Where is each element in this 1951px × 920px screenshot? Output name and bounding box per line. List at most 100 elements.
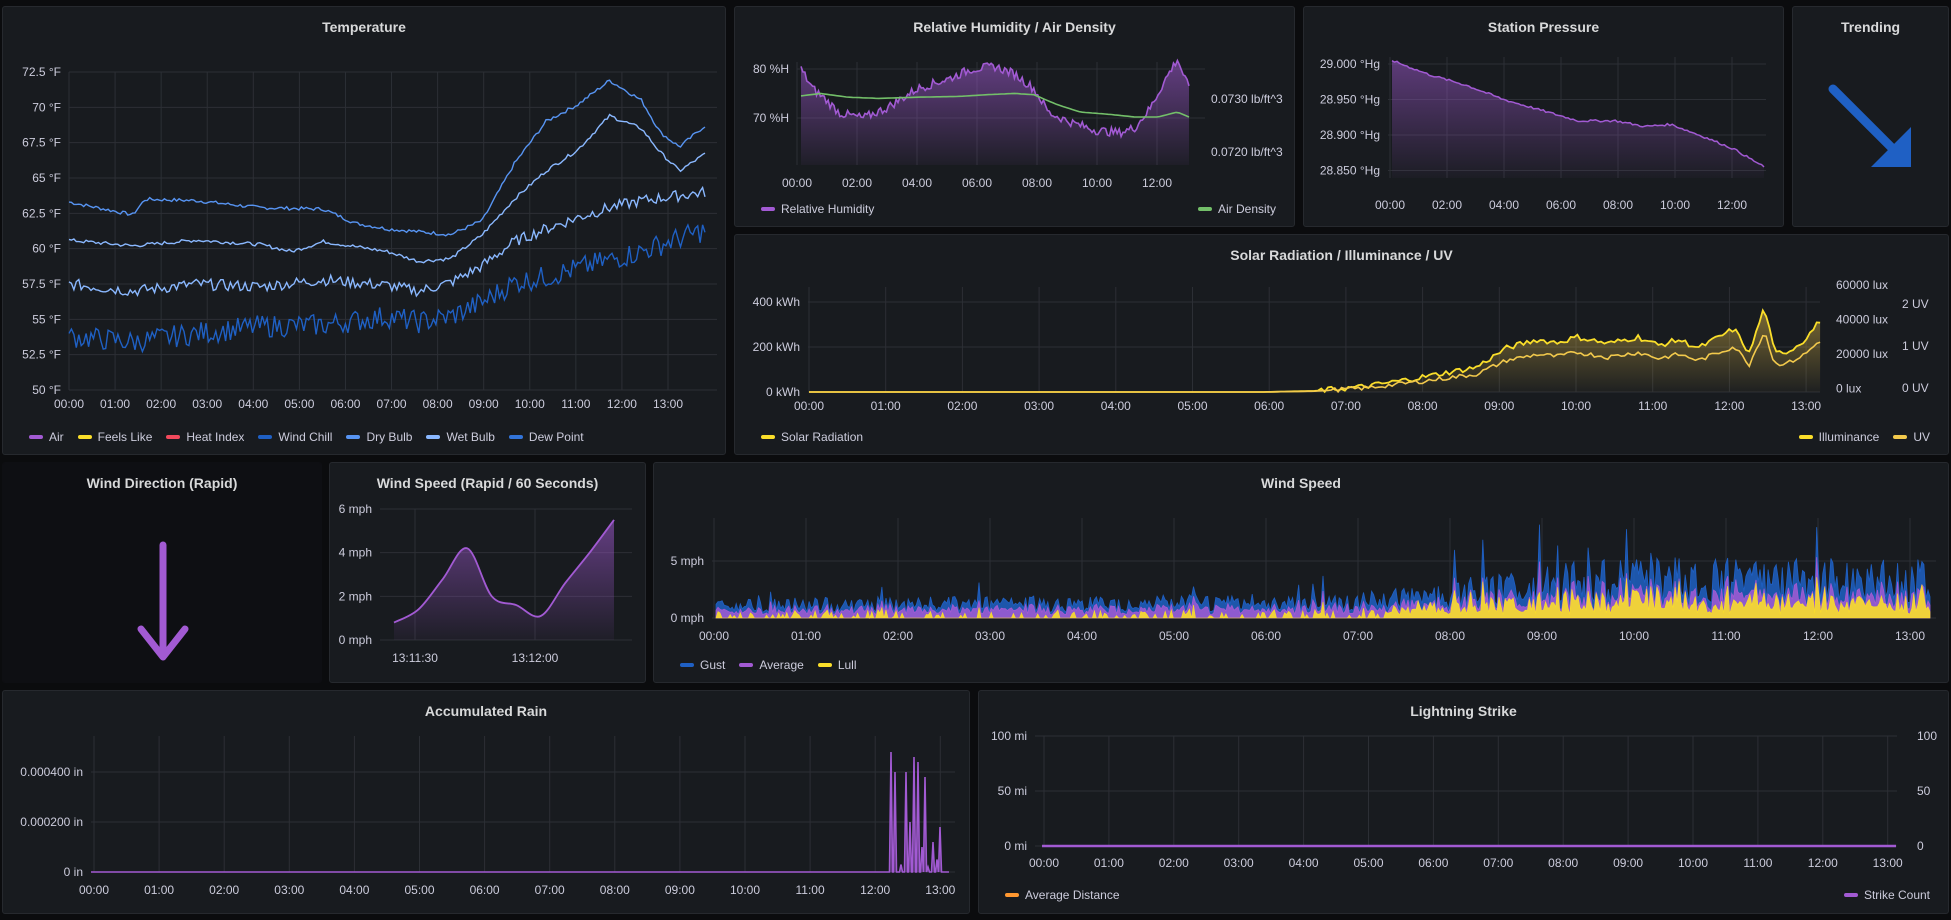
pressure-panel: Station Pressure 29.000 °Hg 28.950 °Hg 28.…: [1303, 6, 1784, 227]
y-right-tick-label: 0 UV: [1902, 381, 1929, 395]
y-right-tick-label: 20000 lux: [1836, 347, 1888, 361]
legend-item[interactable]: Wind Chill: [258, 430, 332, 444]
y-tick-label: 67.5 °F: [22, 136, 61, 150]
y-tick-label: 6 mph: [339, 502, 372, 516]
x-tick-label: 04:00: [1101, 399, 1131, 413]
x-tick-label: 10:00: [515, 397, 545, 411]
legend-item[interactable]: Heat Index: [166, 430, 244, 444]
x-tick-label: 13:00: [1895, 629, 1925, 643]
legend-item[interactable]: Air Density: [1197, 202, 1276, 216]
x-tick-label: 05:00: [1159, 629, 1189, 643]
y-tick-label: 400 kWh: [753, 295, 800, 309]
x-tick-label: 13:11:30: [392, 651, 438, 665]
temperature-panel: Temperature 00:00 01:00 02:00 03:00 04:00 05:…: [2, 6, 726, 455]
x-tick-label: 06:00: [962, 176, 992, 190]
panel-title: Temperature: [322, 19, 406, 35]
y-tick-label: 28.950 °Hg: [1320, 93, 1380, 107]
x-tick-label: 11:00: [1711, 629, 1740, 643]
y-tick-label: 200 kWh: [753, 340, 800, 354]
legend-item[interactable]: Strike Count: [1843, 888, 1930, 902]
x-tick-label: 08:00: [1435, 629, 1465, 643]
x-tick-label: 07:00: [1343, 629, 1373, 643]
legend-item[interactable]: Illuminance: [1798, 430, 1880, 444]
x-tick-label: 05:00: [404, 883, 434, 897]
legend-label: Heat Index: [186, 430, 245, 444]
x-tick-label: 07:00: [535, 883, 565, 897]
solar-panel: Solar Radiation / Illuminance / UV 400 k…: [734, 234, 1949, 455]
x-tick-label: 06:00: [1251, 629, 1281, 643]
y-tick-label: 0 in: [64, 865, 83, 879]
legend-label: Air: [49, 430, 64, 444]
y-right-tick-label: 0.0730 lb/ft^3: [1211, 92, 1283, 106]
legend-item[interactable]: Relative Humidity: [761, 202, 874, 216]
x-tick-label: 10:00: [1678, 856, 1708, 870]
legend-label: Solar Radiation: [781, 430, 864, 444]
legend-item[interactable]: Feels Like: [77, 430, 153, 444]
y-tick-label: 57.5 °F: [22, 277, 61, 291]
y-tick-label: 52.5 °F: [22, 348, 61, 362]
wind-rapid-panel: Wind Speed (Rapid / 60 Seconds) 6 mph 4 m…: [329, 462, 646, 683]
humidity-area: [801, 60, 1189, 165]
x-tick-label: 11:00: [1743, 856, 1772, 870]
y-right-tick-label: 0.0720 lb/ft^3: [1211, 145, 1283, 159]
x-tick-label: 08:00: [1408, 399, 1438, 413]
y-right-tick-label: 1 UV: [1902, 339, 1929, 353]
legend-label: UV: [1913, 430, 1930, 444]
x-tick-label: 07:00: [377, 397, 407, 411]
x-tick-label: 09:00: [1527, 629, 1557, 643]
legend-label: Wet Bulb: [446, 430, 495, 444]
trending-panel: Trending: [1792, 6, 1949, 227]
x-tick-label: 08:00: [423, 397, 453, 411]
x-tick-label: 13:12:00: [512, 651, 559, 665]
legend-item[interactable]: Average Distance: [1005, 888, 1120, 902]
legend-item[interactable]: Dry Bulb: [346, 430, 412, 444]
x-tick-label: 10:00: [1082, 176, 1112, 190]
x-tick-label: 06:00: [470, 883, 500, 897]
x-tick-label: 09:00: [469, 397, 499, 411]
x-tick-label: 12:00: [1717, 198, 1747, 212]
legend-item[interactable]: Solar Radiation: [761, 430, 863, 444]
lightning-legend-left: Average Distance: [1005, 888, 1120, 902]
lightning-chart: 100 mi 50 mi 0 mi 100 50 0 00:00 01:00 02:00 03:0…: [991, 729, 1937, 870]
legend-item[interactable]: Gust: [680, 658, 725, 672]
wind-direction-panel: Wind Direction (Rapid): [2, 462, 322, 683]
legend-label: Lull: [837, 658, 857, 672]
legend-item[interactable]: UV: [1893, 430, 1930, 444]
x-tick-label: 01:00: [871, 399, 901, 413]
legend-item[interactable]: Wet Bulb: [426, 430, 495, 444]
x-tick-label: 05:00: [284, 397, 314, 411]
legend-item[interactable]: Air: [29, 430, 64, 444]
y-tick-label: 100 mi: [991, 729, 1027, 743]
legend-item[interactable]: Lull: [817, 658, 857, 672]
legend-item[interactable]: Average: [739, 658, 804, 672]
legend-label: Illuminance: [1818, 430, 1880, 444]
x-tick-label: 02:00: [947, 399, 977, 413]
x-tick-label: 03:00: [192, 397, 222, 411]
x-tick-label: 12:00: [1808, 856, 1838, 870]
x-tick-label: 00:00: [1375, 198, 1405, 212]
x-tick-label: 09:00: [1613, 856, 1643, 870]
trend-arrow-icon: [1828, 84, 1911, 167]
y-tick-label: 0.000400 in: [20, 765, 83, 779]
wind-speed-panel: Wind Speed 5 mph 0 mph 00:00 01:00 02:00 03:0…: [653, 462, 1949, 683]
legend-label: Gust: [700, 658, 726, 672]
humidity-panel: Relative Humidity / Air Density 80 %H 70 …: [734, 6, 1295, 227]
legend-label: Wind Chill: [278, 430, 333, 444]
legend-label: Dry Bulb: [366, 430, 413, 444]
x-tick-label: 08:00: [1603, 198, 1633, 212]
panel-title: Trending: [1840, 19, 1901, 35]
y-tick-label: 80 %H: [753, 62, 789, 76]
x-tick-label: 00:00: [1029, 856, 1059, 870]
temperature-legend: Air Feels Like Heat Index Wind Chill Dry Bul…: [29, 430, 584, 444]
x-tick-label: 10:00: [1619, 629, 1649, 643]
rain-panel: Accumulated Rain 0.000400 in 0.000200 in 0…: [2, 690, 970, 914]
legend-label: Air Density: [1217, 202, 1276, 216]
y-right-tick-label: 100: [1917, 729, 1937, 743]
legend-item[interactable]: Dew Point: [508, 430, 584, 444]
y-tick-label: 62.5 °F: [22, 206, 61, 220]
x-tick-label: 02:00: [209, 883, 239, 897]
x-tick-label: 09:00: [1484, 399, 1514, 413]
rain-chart: 0.000400 in 0.000200 in 0 in 00:00 01:00 02:0…: [20, 736, 956, 897]
solar-area: [809, 310, 1821, 392]
legend-label: Feels Like: [97, 430, 153, 444]
